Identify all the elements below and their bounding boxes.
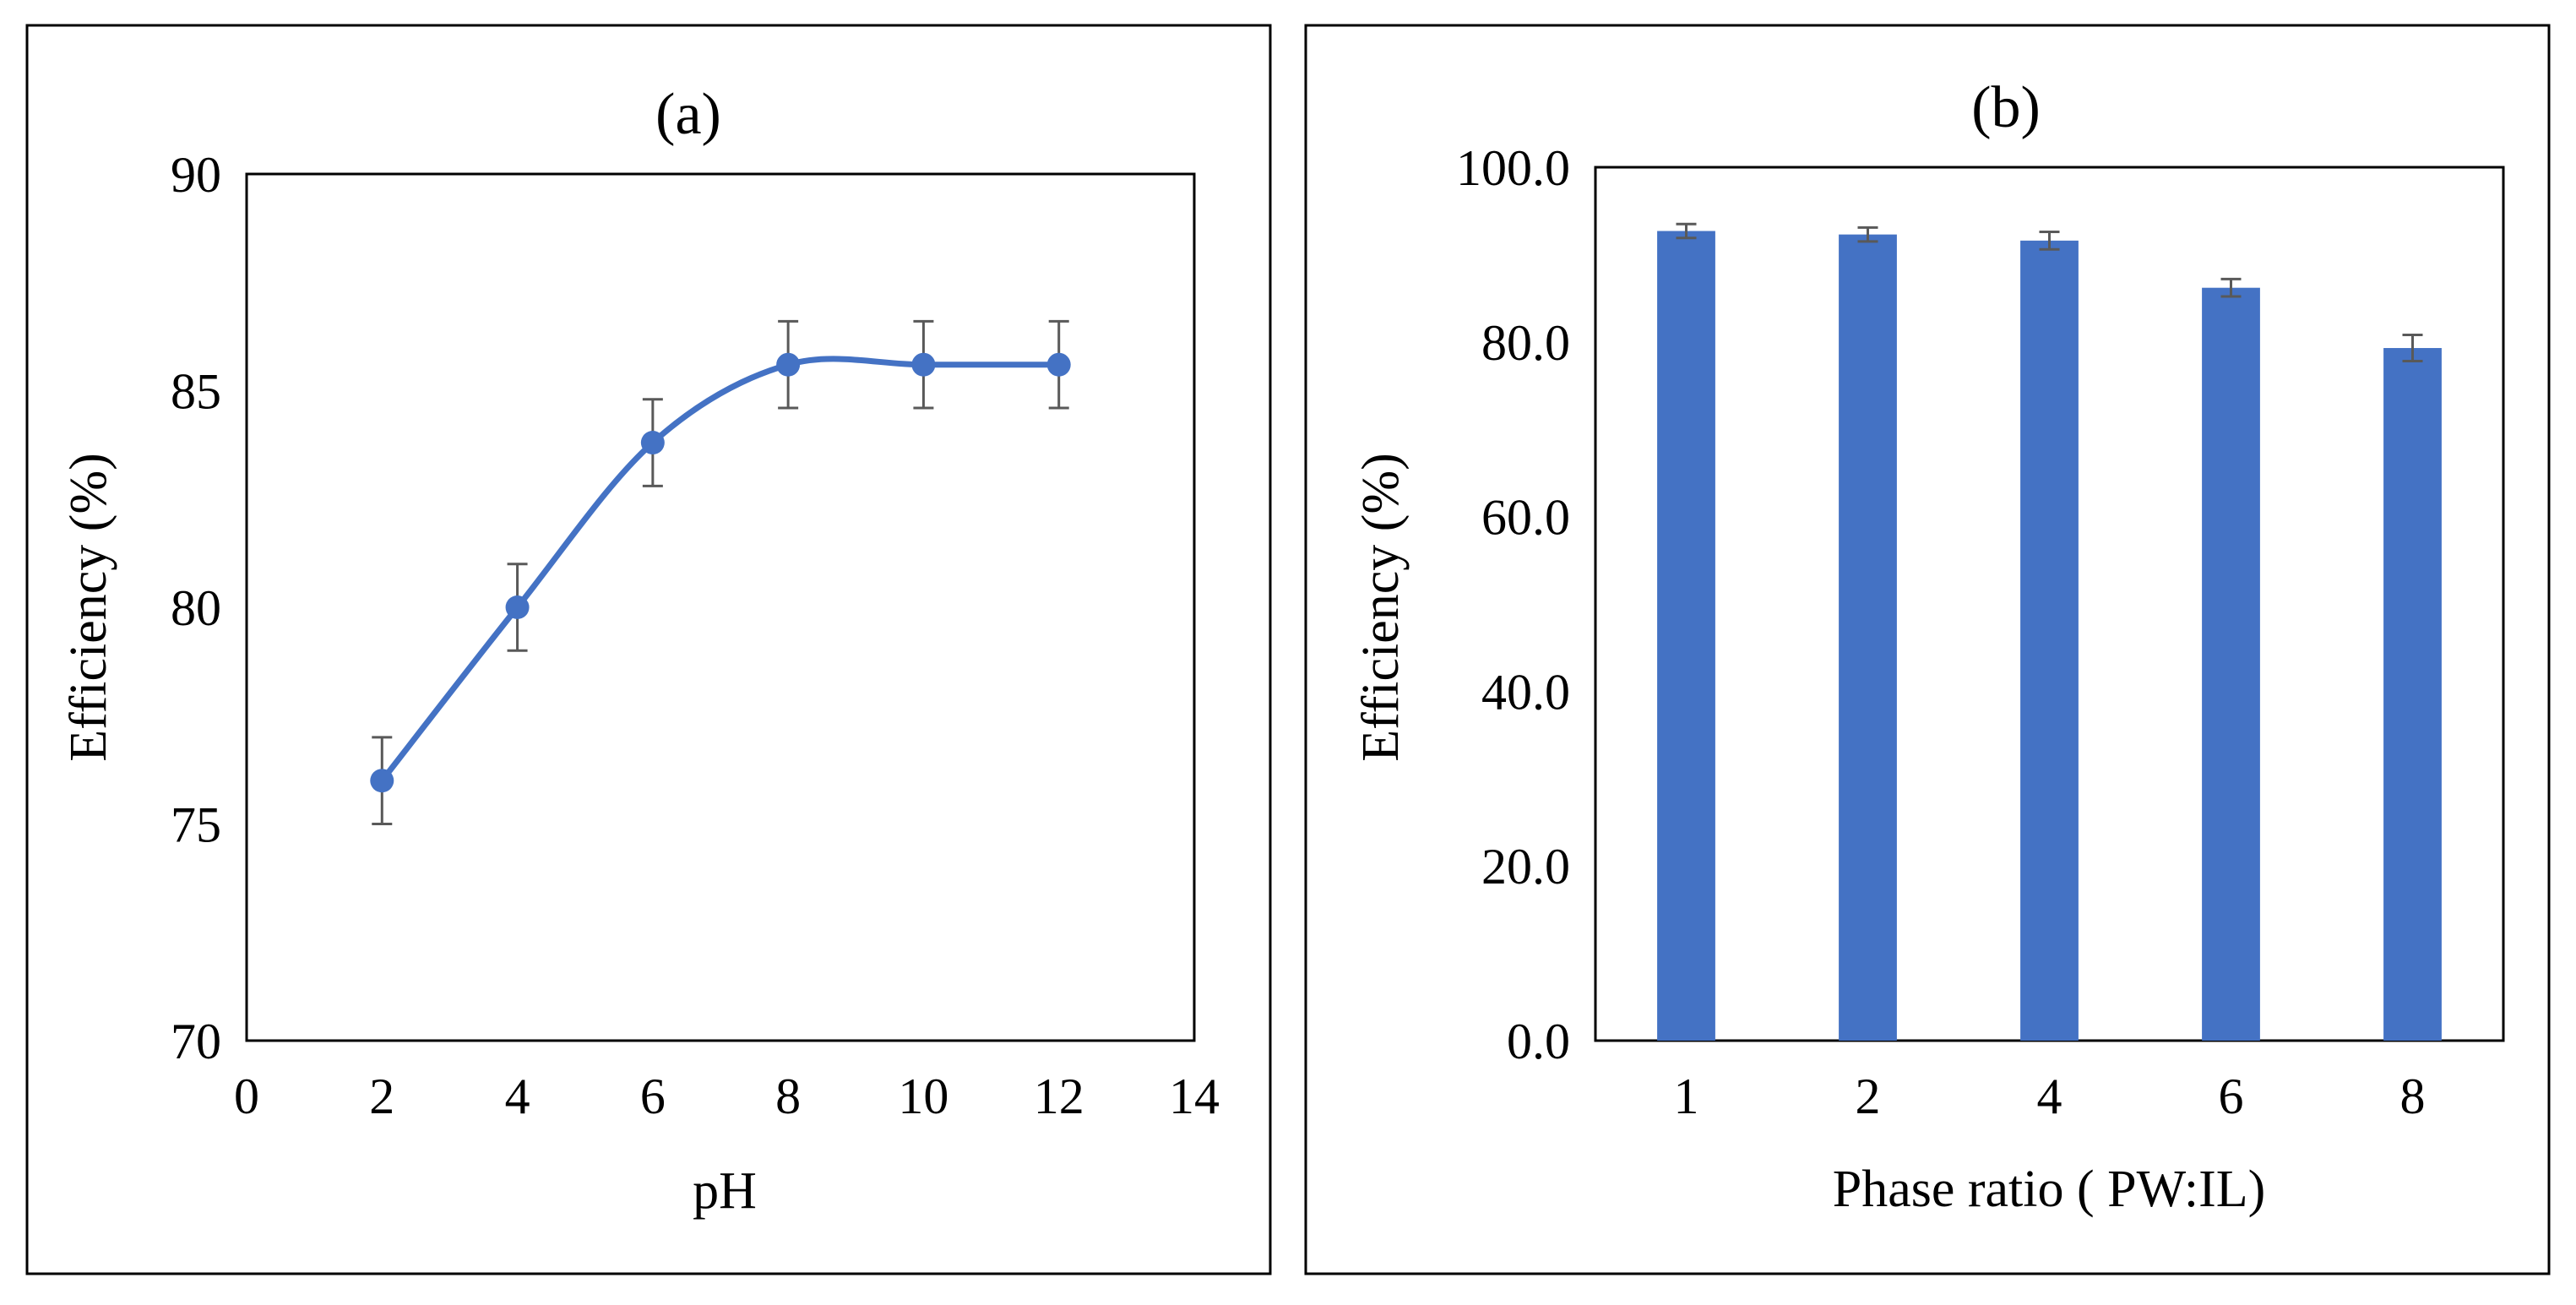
panel-a-x-tick-label: 4 (505, 1068, 530, 1124)
panel-a-y-tick-label: 75 (171, 797, 221, 853)
panel-b-x-tick-label: 4 (2037, 1068, 2062, 1124)
panel-a-x-tick-label: 12 (1034, 1068, 1084, 1124)
panel-b-bar (1839, 234, 1897, 1041)
panel-b-bar (2202, 287, 2260, 1041)
panel-a-y-tick-label: 70 (171, 1014, 221, 1069)
panel-a-x-tick-label: 8 (775, 1068, 801, 1124)
panel-b-bar (2383, 348, 2442, 1041)
panel-a-x-tick-label: 2 (369, 1068, 394, 1124)
panel-b-x-tick-label: 6 (2219, 1068, 2244, 1124)
panel-a-data-point (505, 595, 530, 619)
panel-a-data-point (1046, 352, 1071, 377)
panel-a-x-tick-label: 6 (640, 1068, 666, 1124)
panel-a-data-point (370, 769, 394, 793)
panel-a-data-point (776, 352, 801, 377)
panel-a-line-chart: (a) 70 75 80 85 90 0 2 4 6 8 10 12 14 pH Efficiency… (25, 24, 1272, 1275)
panel-b-y-tick-label: 100.0 (1456, 140, 1570, 196)
panel-b-bar (1657, 231, 1715, 1041)
panel-a-x-tick-label: 10 (898, 1068, 948, 1124)
panel-a-title: (a) (655, 82, 721, 147)
panel-a-y-axis-label: Efficiency (%) (60, 453, 117, 762)
panel-a-y-tick-label: 80 (171, 580, 221, 636)
panel-b-y-tick-label: 40.0 (1481, 664, 1570, 720)
panel-b-x-tick-label: 8 (2400, 1068, 2426, 1124)
panel-b-x-axis-label: Phase ratio ( PW:IL) (1833, 1161, 2266, 1218)
panel-a-x-tick-label: 14 (1169, 1068, 1220, 1124)
panel-a-x-axis: 0 2 4 6 8 10 12 14 (234, 1068, 1220, 1124)
panel-a-data-point (911, 352, 936, 377)
panel-b-y-tick-label: 0.0 (1507, 1014, 1570, 1069)
panel-a-plot-area (245, 172, 1196, 1042)
panel-a-frame (25, 24, 1272, 1275)
panel-b-y-axis-label: Efficiency (%) (1352, 453, 1410, 762)
panel-b-bar-chart: (b) 0.0 20.0 40.0 60.0 80.0 100.0 1 2 4 6 8 Phase… (1304, 24, 2551, 1275)
panel-b-x-axis: 1 2 4 6 8 (1674, 1068, 2426, 1124)
panel-a-x-tick-label: 0 (234, 1068, 259, 1124)
panel-a-y-tick-label: 85 (171, 364, 221, 420)
panel-b-title: (b) (1971, 75, 2041, 140)
panel-b-y-tick-label: 20.0 (1481, 839, 1570, 894)
panel-a-data-point (640, 431, 665, 455)
panel-b-y-axis: 0.0 20.0 40.0 60.0 80.0 100.0 (1456, 140, 1570, 1069)
panel-a-data-points (370, 352, 1071, 793)
panel-a-y-tick-label: 90 (171, 147, 221, 203)
panel-b-frame (1304, 24, 2551, 1275)
panel-a-y-axis: 70 75 80 85 90 (171, 147, 221, 1069)
panel-b-x-tick-label: 1 (1674, 1068, 1699, 1124)
panel-b-error-bars (1676, 222, 2423, 363)
panel-b-x-tick-label: 2 (1856, 1068, 1881, 1124)
panel-b-bar (2020, 240, 2079, 1041)
panel-b-y-tick-label: 80.0 (1481, 315, 1570, 371)
panel-b-y-tick-label: 60.0 (1481, 490, 1570, 546)
panel-b-bars (1657, 231, 2442, 1041)
panel-a-x-axis-label: pH (693, 1162, 757, 1220)
